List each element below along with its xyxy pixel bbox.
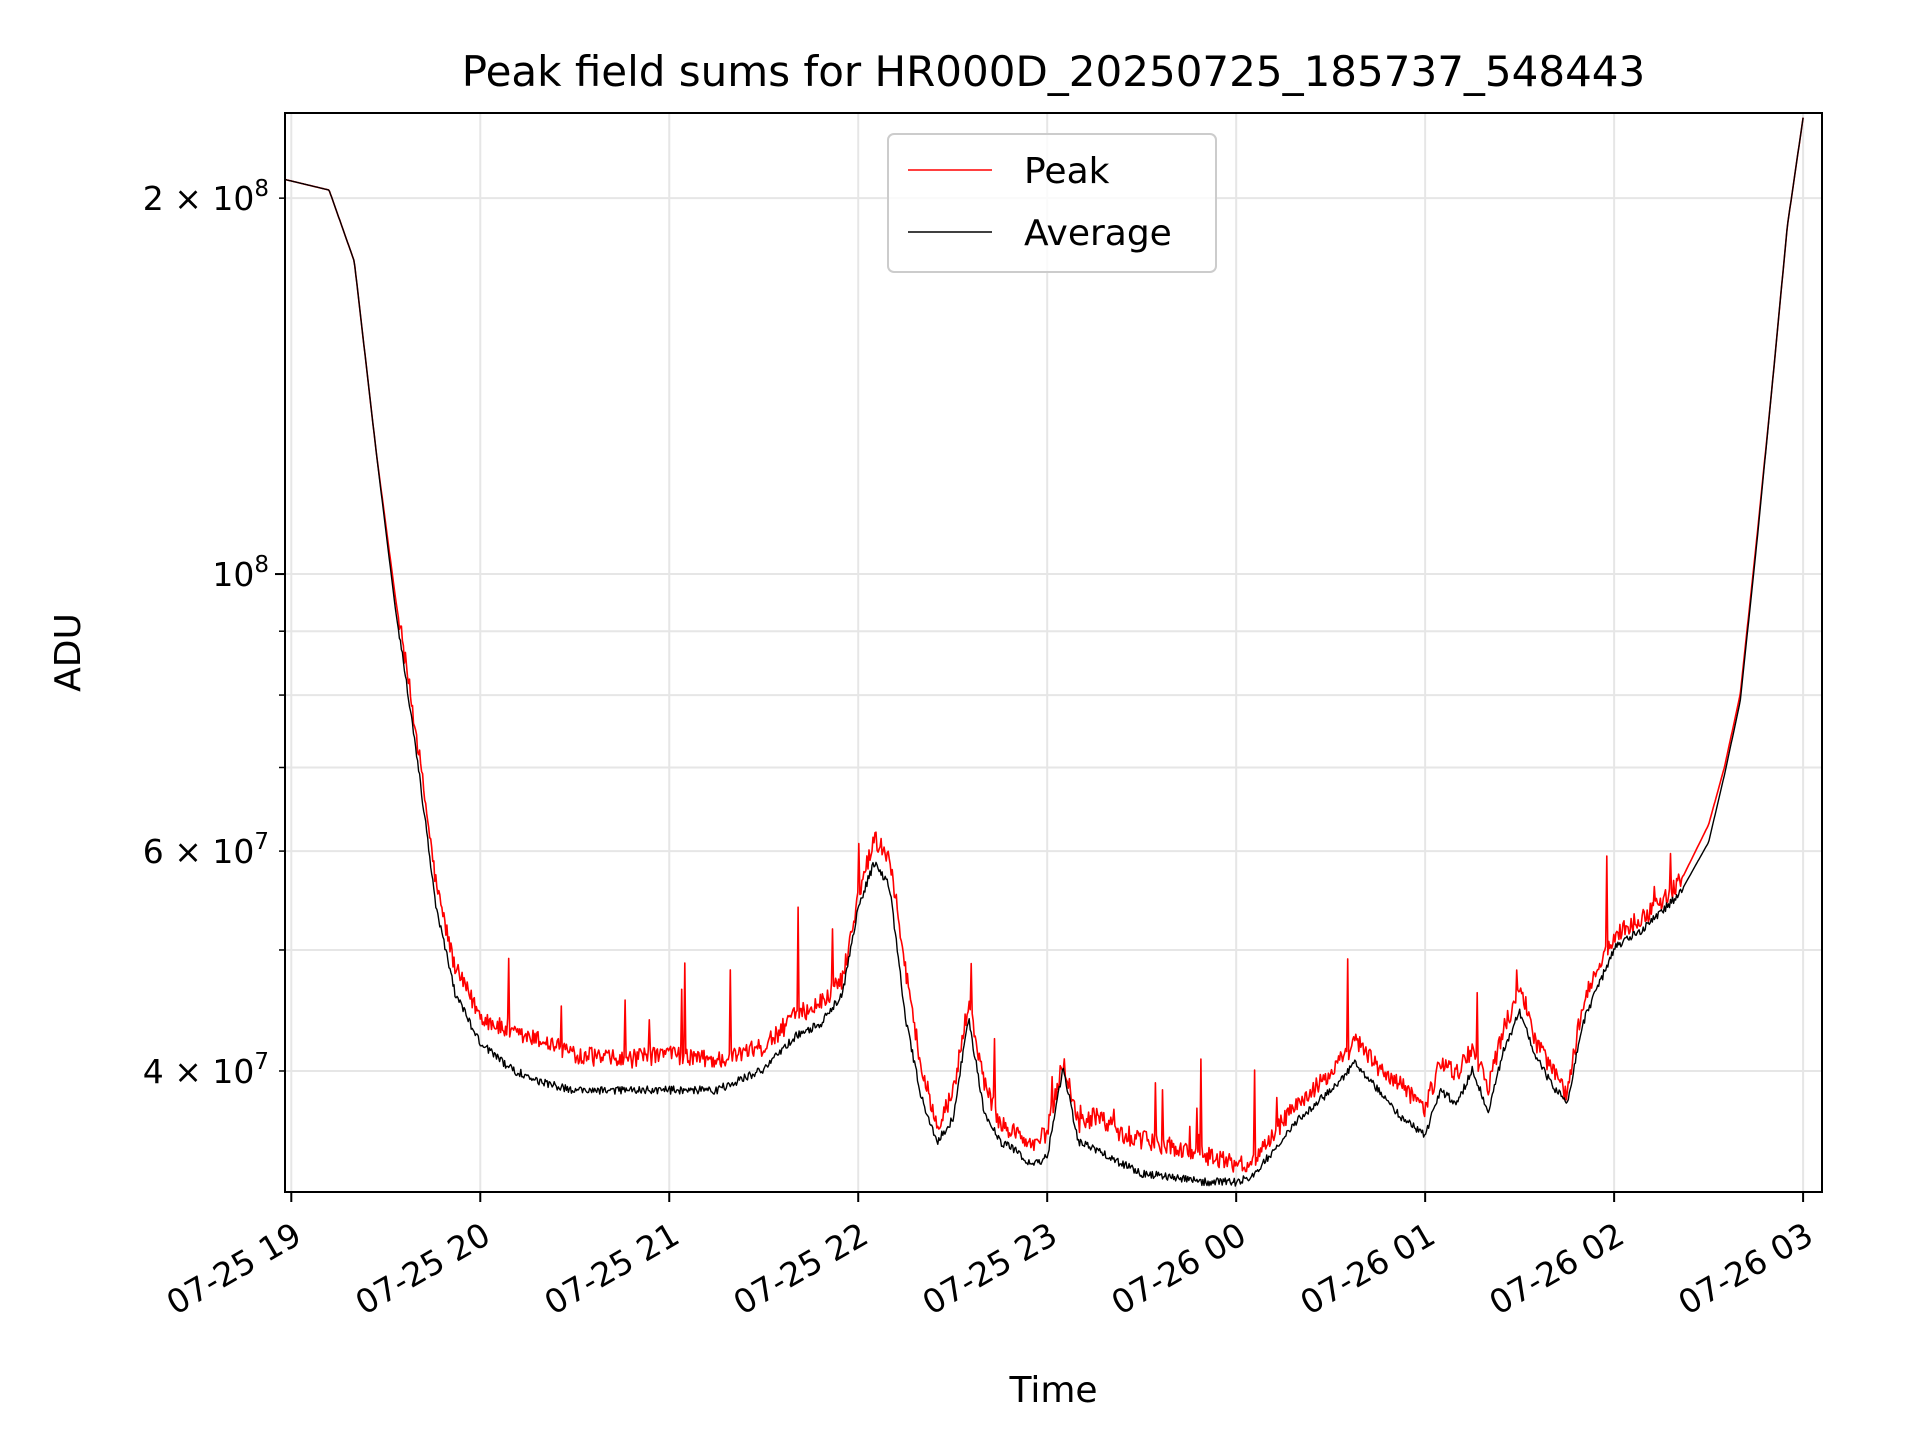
series-line-average xyxy=(285,117,1804,1187)
legend-label-peak: Peak xyxy=(1024,151,1110,192)
y-axis-title: ADU xyxy=(48,613,89,692)
chart-title: Peak field sums for HR000D_20250725_1857… xyxy=(462,47,1646,96)
x-axis-title: Time xyxy=(1008,1370,1097,1411)
legend: Peak Average xyxy=(887,133,1217,273)
y-tick-label: 6 × 107 xyxy=(143,829,269,871)
series-line-peak xyxy=(285,117,1804,1173)
plot-area-frame xyxy=(284,112,1823,1193)
legend-label-average: Average xyxy=(1024,213,1172,254)
series-lines xyxy=(285,117,1804,1187)
legend-box xyxy=(887,133,1217,273)
y-tick-label: 4 × 107 xyxy=(143,1049,269,1091)
y-tick-label: 2 × 108 xyxy=(143,176,269,218)
y-tick-label: 108 xyxy=(212,552,269,594)
grid-lines xyxy=(285,113,1822,1192)
